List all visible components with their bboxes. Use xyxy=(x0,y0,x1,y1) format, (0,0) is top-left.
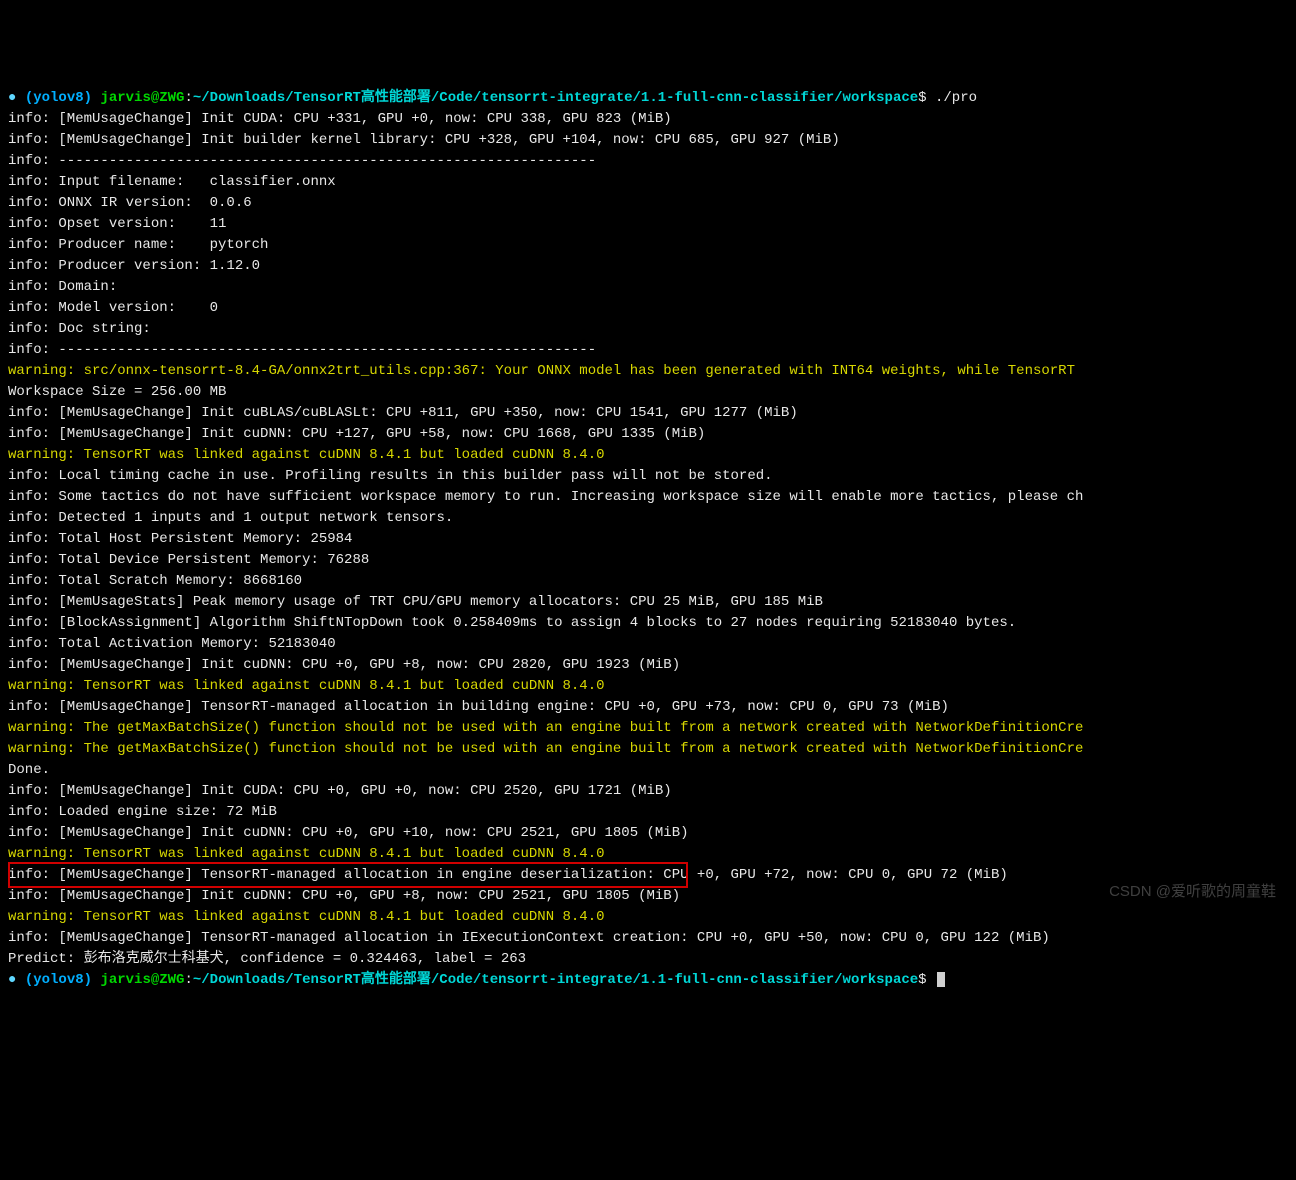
log-info-line: info: [MemUsageStats] Peak memory usage … xyxy=(8,592,1288,613)
log-info-line: info: [MemUsageChange] Init cuDNN: CPU +… xyxy=(8,655,1288,676)
log-info-line: info: Model version: 0 xyxy=(8,298,1288,319)
conda-env: (yolov8) xyxy=(25,90,92,106)
log-info-line: info: Opset version: 11 xyxy=(8,214,1288,235)
prompt-line[interactable]: ● (yolov8) jarvis@ZWG:~/Downloads/Tensor… xyxy=(8,970,1288,991)
log-info-line: info: Total Host Persistent Memory: 2598… xyxy=(8,529,1288,550)
log-info-line: info: [MemUsageChange] Init cuBLAS/cuBLA… xyxy=(8,403,1288,424)
log-info-line: info: Loaded engine size: 72 MiB xyxy=(8,802,1288,823)
log-warning-line: warning: The getMaxBatchSize() function … xyxy=(8,718,1288,739)
log-info-line: info: ONNX IR version: 0.0.6 xyxy=(8,193,1288,214)
log-info-line: info: ----------------------------------… xyxy=(8,151,1288,172)
prompt-bullet-icon: ● xyxy=(8,972,16,988)
cursor-icon xyxy=(937,972,945,987)
log-warning-line: warning: TensorRT was linked against cuD… xyxy=(8,844,1288,865)
log-info-line: info: [MemUsageChange] Init cuDNN: CPU +… xyxy=(8,424,1288,445)
log-info-line: info: [MemUsageChange] Init cuDNN: CPU +… xyxy=(8,823,1288,844)
cwd-path: ~/Downloads/TensorRT高性能部署/Code/tensorrt-… xyxy=(193,90,918,106)
log-info-line: info: [MemUsageChange] TensorRT-managed … xyxy=(8,697,1288,718)
log-plain-line: Done. xyxy=(8,760,1288,781)
log-info-line: info: Producer version: 1.12.0 xyxy=(8,256,1288,277)
log-info-line: info: [MemUsageChange] TensorRT-managed … xyxy=(8,928,1288,949)
log-info-line: info: [MemUsageChange] Init builder kern… xyxy=(8,130,1288,151)
prompt-bullet-icon: ● xyxy=(8,90,16,106)
log-info-line: info: Detected 1 inputs and 1 output net… xyxy=(8,508,1288,529)
log-warning-line: warning: TensorRT was linked against cuD… xyxy=(8,907,1288,928)
log-info-line: info: Doc string: xyxy=(8,319,1288,340)
log-info-line: info: Domain: xyxy=(8,277,1288,298)
log-info-line: info: Total Device Persistent Memory: 76… xyxy=(8,550,1288,571)
cwd-path: ~/Downloads/TensorRT高性能部署/Code/tensorrt-… xyxy=(193,972,918,988)
log-info-line: info: Local timing cache in use. Profili… xyxy=(8,466,1288,487)
user-host: jarvis@ZWG xyxy=(100,90,184,106)
log-info-line: info: Producer name: pytorch xyxy=(8,235,1288,256)
log-warning-line: warning: TensorRT was linked against cuD… xyxy=(8,676,1288,697)
log-warning-line: warning: src/onnx-tensorrt-8.4-GA/onnx2t… xyxy=(8,361,1288,382)
conda-env: (yolov8) xyxy=(25,972,92,988)
log-info-line: info: [MemUsageChange] Init CUDA: CPU +0… xyxy=(8,781,1288,802)
log-info-line: info: Total Scratch Memory: 8668160 xyxy=(8,571,1288,592)
log-info-line: info: [MemUsageChange] Init cuDNN: CPU +… xyxy=(8,886,1288,907)
command-input[interactable]: ./pro xyxy=(935,90,977,106)
log-info-line: info: [MemUsageChange] Init CUDA: CPU +3… xyxy=(8,109,1288,130)
log-info-line: info: [BlockAssignment] Algorithm ShiftN… xyxy=(8,613,1288,634)
log-info-line: info: Total Activation Memory: 52183040 xyxy=(8,634,1288,655)
log-info-line: info: Input filename: classifier.onnx xyxy=(8,172,1288,193)
log-warning-line: warning: The getMaxBatchSize() function … xyxy=(8,739,1288,760)
user-host: jarvis@ZWG xyxy=(100,972,184,988)
log-plain-line: Predict: 彭布洛克威尔士科基犬, confidence = 0.3244… xyxy=(8,949,1288,970)
log-info-line: info: ----------------------------------… xyxy=(8,340,1288,361)
log-plain-line: Workspace Size = 256.00 MB xyxy=(8,382,1288,403)
log-warning-line: warning: TensorRT was linked against cuD… xyxy=(8,445,1288,466)
log-info-line: info: [MemUsageChange] TensorRT-managed … xyxy=(8,865,1288,886)
terminal-output: ● (yolov8) jarvis@ZWG:~/Downloads/Tensor… xyxy=(8,88,1288,991)
prompt-line[interactable]: ● (yolov8) jarvis@ZWG:~/Downloads/Tensor… xyxy=(8,88,1288,109)
log-info-line: info: Some tactics do not have sufficien… xyxy=(8,487,1288,508)
